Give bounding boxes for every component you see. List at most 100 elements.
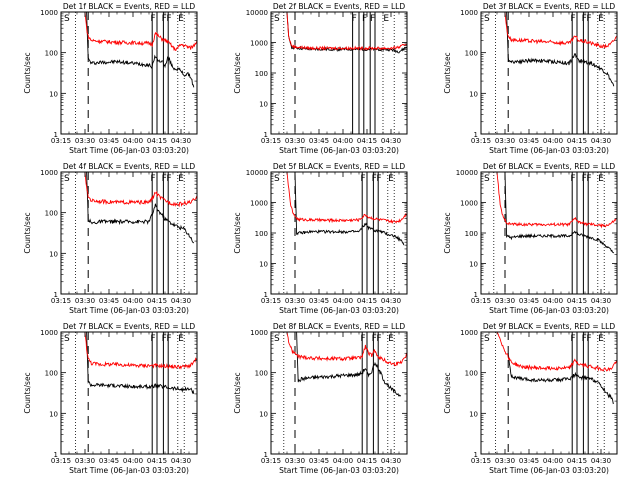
- panel-5-corner-label-1: F: [360, 174, 365, 184]
- panel-1-xtick-label-5: 04:30: [171, 137, 191, 145]
- panel-7-ylabel: Counts/sec: [23, 372, 32, 413]
- panel-4-xtick-label-3: 04:00: [123, 297, 143, 305]
- panel-1-xtick-label-3: 04:00: [123, 137, 143, 145]
- panel-1-ytick-label-2: 100: [45, 50, 58, 58]
- panel-2-title: Det 2f BLACK = Events, RED = LLD: [273, 2, 406, 11]
- panel-4-ytick-label-0: 1: [54, 291, 58, 299]
- panel-2-ytick-label-1: 10: [259, 101, 268, 109]
- panel-4-corner-label-4: E: [178, 174, 184, 184]
- panel-1-axes-box: [60, 11, 198, 135]
- panel-6-series-events: [504, 172, 615, 254]
- panel-2-xlabel: Start Time (06-Jan-03 03:03:20): [279, 146, 399, 155]
- panel-3: [480, 11, 618, 135]
- panel-4-xtick-label-0: 03:15: [51, 297, 71, 305]
- panel-2-ytick-label-3: 1000: [250, 40, 268, 48]
- panel-1: [60, 11, 198, 135]
- panel-6-xtick-label-2: 03:45: [519, 297, 539, 305]
- panel-2-corner-label-2: F: [362, 14, 367, 24]
- panel-2-corner-label-1: F: [352, 14, 357, 24]
- panel-1-series-events: [86, 12, 195, 88]
- panel-2-corner-label-0: S: [274, 14, 280, 24]
- panel-3-xtick-label-5: 04:30: [591, 137, 611, 145]
- panel-6-xtick-label-1: 03:30: [495, 297, 515, 305]
- panel-7-xtick-label-1: 03:30: [75, 457, 95, 465]
- panel-6: [480, 171, 618, 295]
- panel-3-xlabel: Start Time (06-Jan-03 03:03:20): [489, 146, 609, 155]
- panel-5-ytick-label-3: 1000: [250, 200, 268, 208]
- panel-1-corner-label-4: E: [178, 14, 184, 24]
- panel-4-title: Det 4f BLACK = Events, RED = LLD: [63, 162, 196, 171]
- panel-4-xtick-label-4: 04:15: [147, 297, 167, 305]
- panel-7-corner-label-2: F: [162, 334, 167, 344]
- panel-2-corner-label-3: F: [370, 14, 375, 24]
- panel-9-ytick-label-3: 1000: [460, 329, 478, 337]
- panel-7-axes-box: [60, 331, 198, 455]
- panel-1-title: Det 1f BLACK = Events, RED = LLD: [63, 2, 196, 11]
- panel-8-xtick-label-2: 03:45: [309, 457, 329, 465]
- panel-7-corner-label-4: E: [178, 334, 184, 344]
- panel-6-corner-label-4: E: [598, 174, 604, 184]
- panel-7-ytick-label-0: 1: [54, 451, 58, 459]
- panel-5-corner-label-2: F: [372, 174, 377, 184]
- panel-6-ytick-label-1: 10: [469, 261, 478, 269]
- panel-1-series-lld: [84, 12, 197, 52]
- panel-9-ylabel: Counts/sec: [443, 372, 452, 413]
- panel-6-ytick-label-2: 100: [465, 230, 478, 238]
- panel-2-ytick-label-2: 100: [255, 70, 268, 78]
- panel-9-axes-box: [480, 331, 618, 455]
- panel-8-xtick-label-4: 04:15: [357, 457, 377, 465]
- panel-8-xtick-label-1: 03:30: [285, 457, 305, 465]
- panel-6-ylabel: Counts/sec: [443, 212, 452, 253]
- panel-7-corner-label-1: F: [150, 334, 155, 344]
- panel-9-corner-label-2: F: [582, 334, 587, 344]
- panel-8-ylabel: Counts/sec: [233, 372, 242, 413]
- panel-3-series-lld: [504, 12, 617, 49]
- panel-9-xtick-label-0: 03:15: [471, 457, 491, 465]
- panel-7-series-lld: [84, 332, 197, 370]
- panel-4-xtick-label-1: 03:30: [75, 297, 95, 305]
- panel-6-xtick-label-3: 04:00: [543, 297, 563, 305]
- panel-5-xtick-label-0: 03:15: [261, 297, 281, 305]
- panel-1-corner-label-2: F: [162, 14, 167, 24]
- panel-5-xtick-label-1: 03:30: [285, 297, 305, 305]
- panel-2-series-lld: [286, 12, 407, 51]
- panel-2-ylabel: Counts/sec: [233, 52, 242, 93]
- panel-7-ytick-label-1: 10: [49, 410, 58, 418]
- panel-7: [60, 331, 198, 455]
- panel-6-corner-label-1: F: [570, 174, 575, 184]
- panel-8-title: Det 8f BLACK = Events, RED = LLD: [273, 322, 406, 331]
- panel-8-corner-label-4: E: [388, 334, 394, 344]
- panel-8-xtick-label-0: 03:15: [261, 457, 281, 465]
- panel-9-corner-label-0: S: [484, 334, 490, 344]
- panel-6-corner-label-3: F: [586, 174, 591, 184]
- panel-9-xtick-label-3: 04:00: [543, 457, 563, 465]
- panel-6-series-lld: [496, 172, 617, 229]
- panel-4-ylabel: Counts/sec: [23, 212, 32, 253]
- panel-4-ytick-label-3: 1000: [40, 169, 58, 177]
- panel-4-ytick-label-1: 10: [49, 250, 58, 258]
- panel-4-corner-label-0: S: [64, 174, 70, 184]
- panel-2: [270, 11, 408, 135]
- panel-1-xtick-label-4: 04:15: [147, 137, 167, 145]
- panel-1-xtick-label-0: 03:15: [51, 137, 71, 145]
- panel-9-corner-label-1: F: [570, 334, 575, 344]
- panel-5-xtick-label-3: 04:00: [333, 297, 353, 305]
- panel-1-ytick-label-3: 1000: [40, 9, 58, 17]
- panel-2-xtick-label-2: 03:45: [309, 137, 329, 145]
- panel-3-xtick-label-3: 04:00: [543, 137, 563, 145]
- panel-6-corner-label-2: F: [582, 174, 587, 184]
- panel-9-ytick-label-0: 1: [474, 451, 478, 459]
- panel-8: [270, 331, 408, 455]
- panel-1-corner-label-3: F: [166, 14, 171, 24]
- panel-3-series-events: [506, 12, 615, 87]
- panel-7-corner-label-0: S: [64, 334, 70, 344]
- panel-9-xtick-label-2: 03:45: [519, 457, 539, 465]
- panel-2-ytick-label-0: 1: [264, 131, 268, 139]
- panel-7-ytick-label-2: 100: [45, 370, 58, 378]
- panel-9-corner-label-3: F: [586, 334, 591, 344]
- panel-5-corner-label-0: S: [274, 174, 280, 184]
- panel-2-axes-box: [270, 11, 408, 135]
- panel-5-series-events: [294, 172, 405, 246]
- panel-4-ytick-label-2: 100: [45, 210, 58, 218]
